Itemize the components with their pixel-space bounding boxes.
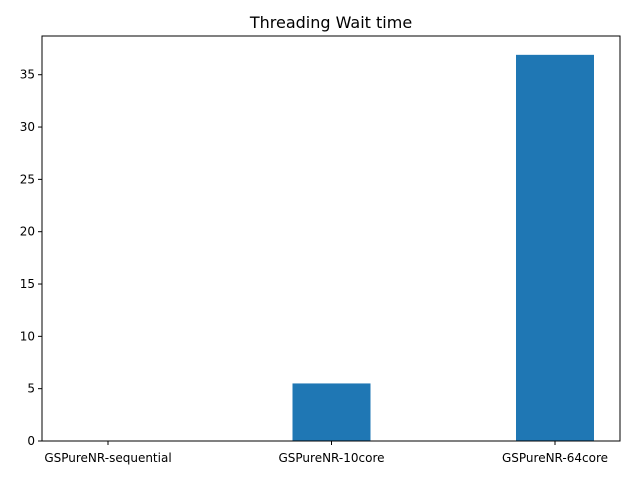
y-tick-label-7: 35 — [20, 68, 35, 82]
y-tick-label-6: 30 — [20, 120, 35, 134]
x-tick-label-1: GSPureNR-10core — [278, 451, 384, 465]
x-tick-label-2: GSPureNR-64core — [502, 451, 608, 465]
y-tick-label-3: 15 — [20, 277, 35, 291]
bars-group — [292, 54, 594, 441]
x-tick-label-0: GSPureNR-sequential — [44, 451, 171, 465]
y-axis: 0 5 10 15 20 25 30 35 — [20, 68, 42, 448]
y-tick-label-1: 5 — [27, 382, 35, 396]
y-tick-label-0: 0 — [27, 434, 35, 448]
x-axis: GSPureNR-sequential GSPureNR-10core GSPure… — [44, 441, 608, 465]
plot-frame — [41, 35, 621, 442]
bar-1 — [292, 383, 371, 441]
y-tick-label-2: 10 — [20, 329, 35, 343]
y-tick-label-5: 25 — [20, 172, 35, 186]
chart-title: Threading Wait time — [249, 13, 412, 32]
bar-2 — [516, 54, 594, 441]
y-tick-label-4: 20 — [20, 225, 35, 239]
